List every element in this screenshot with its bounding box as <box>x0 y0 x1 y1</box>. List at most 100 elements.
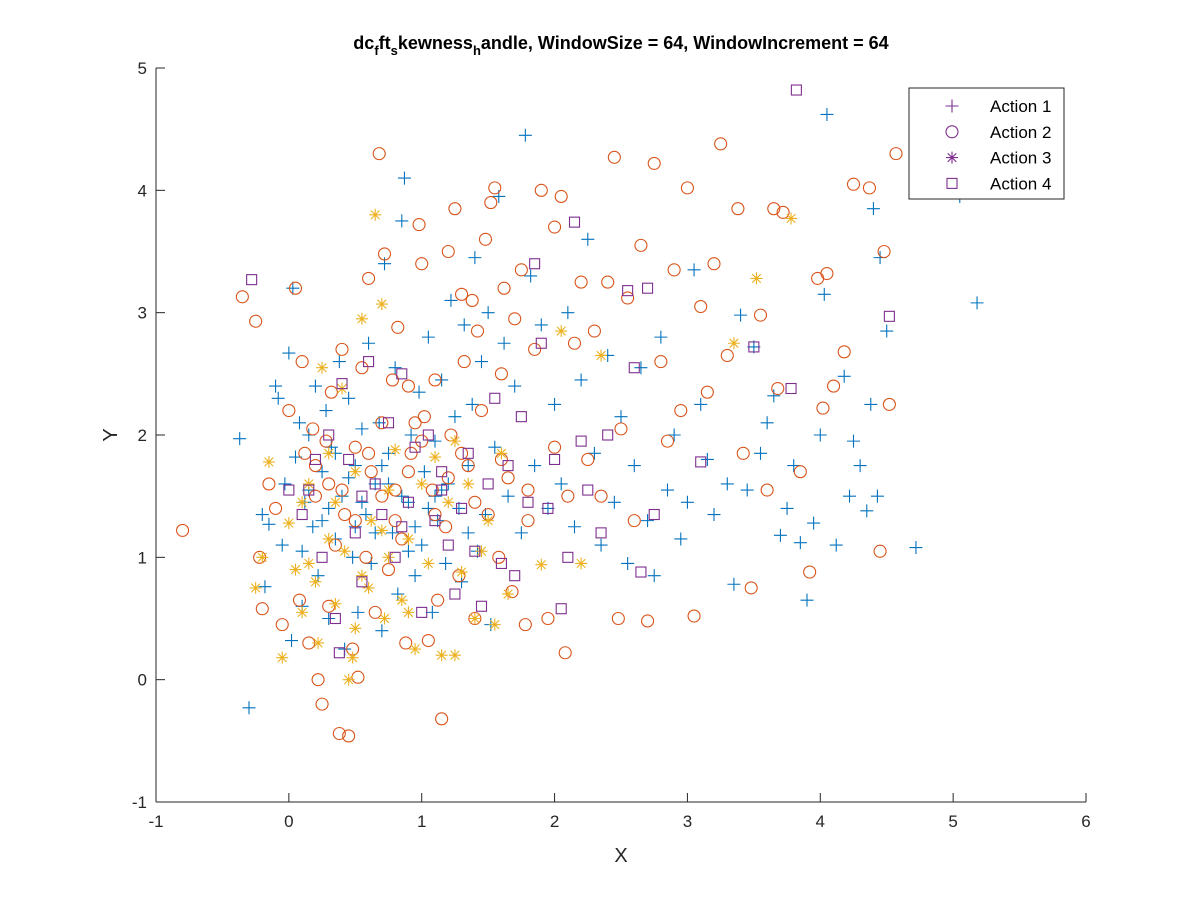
data-point <box>501 471 515 485</box>
data-point <box>497 281 511 295</box>
data-point <box>404 446 418 460</box>
data-point <box>378 612 391 625</box>
data-point <box>793 465 807 479</box>
data-point <box>262 455 275 468</box>
data-point <box>315 514 329 528</box>
data-point <box>425 483 439 497</box>
data-point <box>233 432 247 446</box>
data-point <box>641 614 655 628</box>
data-point <box>404 428 418 442</box>
data-point <box>296 606 309 619</box>
data-point <box>319 434 333 448</box>
legend-item: Action 1 <box>945 97 1051 116</box>
data-point <box>889 147 903 161</box>
data-point <box>306 520 320 534</box>
data-point <box>312 636 325 649</box>
title-part: andle, WindowSize = 64, WindowIncrement … <box>481 33 889 53</box>
data-point <box>492 550 506 564</box>
data-point <box>773 528 787 542</box>
data-point <box>311 569 325 583</box>
data-point <box>355 312 368 325</box>
data-point <box>391 587 405 601</box>
data-point <box>846 177 861 191</box>
data-point <box>436 466 448 478</box>
data-point <box>860 504 874 518</box>
data-point <box>468 612 481 625</box>
x-tick-label: 6 <box>1081 812 1090 831</box>
data-point <box>880 324 894 338</box>
series-circle <box>176 137 903 743</box>
data-point <box>667 263 681 277</box>
data-point <box>408 520 422 534</box>
data-point <box>435 373 449 387</box>
data-point <box>554 189 568 203</box>
data-point <box>428 434 442 448</box>
data-point <box>375 459 389 473</box>
data-point <box>862 181 876 195</box>
data-point <box>348 440 362 454</box>
y-tick-label: 3 <box>138 304 147 323</box>
legend-label: Action 4 <box>990 174 1051 193</box>
data-point <box>442 496 455 509</box>
data-point <box>654 355 668 369</box>
data-point <box>595 349 608 362</box>
data-point <box>282 517 295 530</box>
data-point <box>368 477 382 491</box>
data-point <box>382 551 395 564</box>
data-point <box>817 287 831 301</box>
data-point <box>827 379 841 393</box>
title-part: ft <box>379 33 391 53</box>
data-point <box>375 489 389 503</box>
data-point <box>295 544 309 558</box>
legend-marker-plus <box>945 99 959 113</box>
data-point <box>346 651 359 664</box>
data-point <box>435 649 448 662</box>
data-point <box>436 484 448 496</box>
data-point <box>495 447 508 460</box>
data-point <box>541 611 555 626</box>
data-point <box>428 373 442 387</box>
data-point <box>970 296 984 310</box>
data-point <box>448 435 461 448</box>
data-point <box>873 544 887 558</box>
data-point <box>528 342 542 356</box>
data-point <box>448 649 461 662</box>
data-point <box>296 508 308 521</box>
data-point <box>444 293 458 307</box>
data-point <box>508 312 522 326</box>
data-point <box>468 251 482 265</box>
data-point <box>488 181 502 195</box>
data-point <box>336 378 348 390</box>
data-point <box>309 575 322 588</box>
legend-marker-asterisk <box>946 151 958 164</box>
data-point <box>176 523 190 537</box>
data-point <box>478 508 492 522</box>
data-point <box>521 514 535 528</box>
data-point <box>529 258 541 270</box>
data-point <box>614 410 628 424</box>
data-point <box>278 477 292 491</box>
data-point <box>687 263 701 277</box>
data-point <box>502 588 515 601</box>
data-point <box>462 447 474 459</box>
data-point <box>322 532 335 545</box>
y-tick-label: 4 <box>138 181 147 200</box>
data-point <box>478 232 493 246</box>
data-point <box>375 416 389 430</box>
data-point <box>429 515 441 527</box>
data-point <box>654 330 668 344</box>
data-point <box>359 508 373 522</box>
data-point <box>581 452 595 467</box>
data-point <box>771 381 785 396</box>
data-point <box>461 459 475 473</box>
data-point <box>607 150 621 164</box>
series-square <box>246 84 895 659</box>
data-point <box>495 557 507 570</box>
data-point <box>329 597 342 610</box>
title-part: f <box>374 43 379 58</box>
data-point <box>700 452 714 466</box>
data-point <box>355 495 369 509</box>
data-point <box>415 257 429 271</box>
data-point <box>276 651 289 664</box>
